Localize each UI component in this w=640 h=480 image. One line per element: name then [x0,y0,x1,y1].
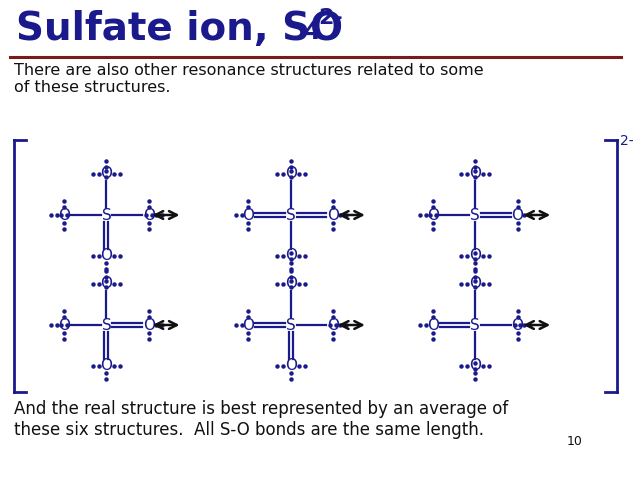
Text: O: O [469,249,481,264]
Text: S: S [102,207,111,223]
Text: S: S [470,207,480,223]
Text: S: S [286,207,296,223]
Text: And the real structure is best represented by an average of
these six structures: And the real structure is best represent… [14,400,508,439]
Text: O: O [100,276,113,291]
Text: O: O [427,317,439,333]
Text: O: O [285,167,297,181]
Text: There are also other resonance structures related to some
of these structures.: There are also other resonance structure… [14,63,483,96]
Text: 10: 10 [567,435,582,448]
Text: O: O [285,249,297,264]
Text: O: O [143,207,155,223]
Text: 4: 4 [303,20,321,44]
Text: O: O [511,207,524,223]
Text: O: O [243,317,255,333]
Text: O: O [469,359,481,373]
Text: O: O [285,276,297,291]
Text: 2-: 2- [319,8,343,28]
Text: 2-: 2- [620,134,634,148]
Text: O: O [143,317,155,333]
Text: O: O [100,167,113,181]
Text: O: O [58,207,70,223]
Text: O: O [469,167,481,181]
Text: O: O [427,207,439,223]
Text: O: O [327,317,339,333]
Text: O: O [100,249,113,264]
Text: O: O [58,317,70,333]
Text: O: O [285,359,297,373]
Text: S: S [102,317,111,333]
Text: S: S [286,317,296,333]
Text: O: O [511,317,524,333]
Text: O: O [469,276,481,291]
Text: O: O [327,207,339,223]
Text: O: O [100,359,113,373]
Text: Sulfate ion, SO: Sulfate ion, SO [16,10,343,48]
Text: S: S [470,317,480,333]
Text: O: O [243,207,255,223]
